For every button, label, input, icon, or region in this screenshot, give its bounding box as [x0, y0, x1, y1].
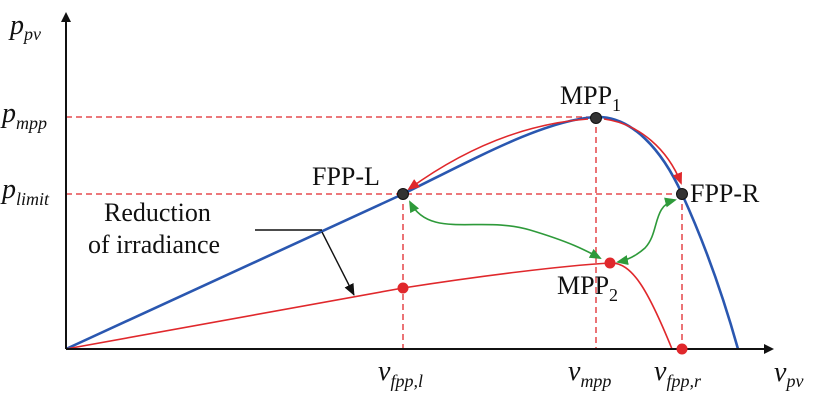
x-tick-vfppl: vfpp,l: [378, 356, 423, 391]
reduced-vfppr-point: [676, 343, 688, 355]
mpp1-point: [590, 112, 602, 124]
mpp1-label: MPP1: [560, 81, 621, 115]
fppr-point: [676, 188, 688, 200]
mpp2-label: MPP2: [557, 271, 618, 305]
link-fppr-mpp2: [616, 197, 677, 265]
fppl-label: FPP-L: [312, 162, 380, 191]
arrow-mpp1-to-fppl: [407, 118, 589, 191]
reduced-vfppl-point: [397, 282, 409, 294]
arrow-mpp1-to-fppr: [603, 118, 682, 185]
operating-points: [397, 112, 688, 355]
pv-curve-reduced-irradiance: [65, 262, 673, 350]
fppr-label: FPP-R: [690, 179, 760, 208]
x-tick-vfppr: vfpp,r: [654, 356, 702, 391]
y-tick-pmpp: pmpp: [0, 98, 47, 133]
fppl-point: [397, 188, 409, 200]
y-tick-plimit: plimit: [0, 174, 50, 209]
x-tick-vmpp: vmpp: [568, 356, 611, 391]
y-axis-label: ppv: [8, 10, 41, 44]
annotation-line-2: of irradiance: [88, 230, 220, 259]
annotation-line-1: Reduction: [104, 198, 211, 227]
axes: [61, 12, 774, 354]
x-axis-label: vpv: [774, 357, 803, 391]
link-fppl-mpp2: [409, 200, 602, 259]
mpp2-point: [604, 257, 616, 269]
pointer-line: [321, 231, 355, 296]
